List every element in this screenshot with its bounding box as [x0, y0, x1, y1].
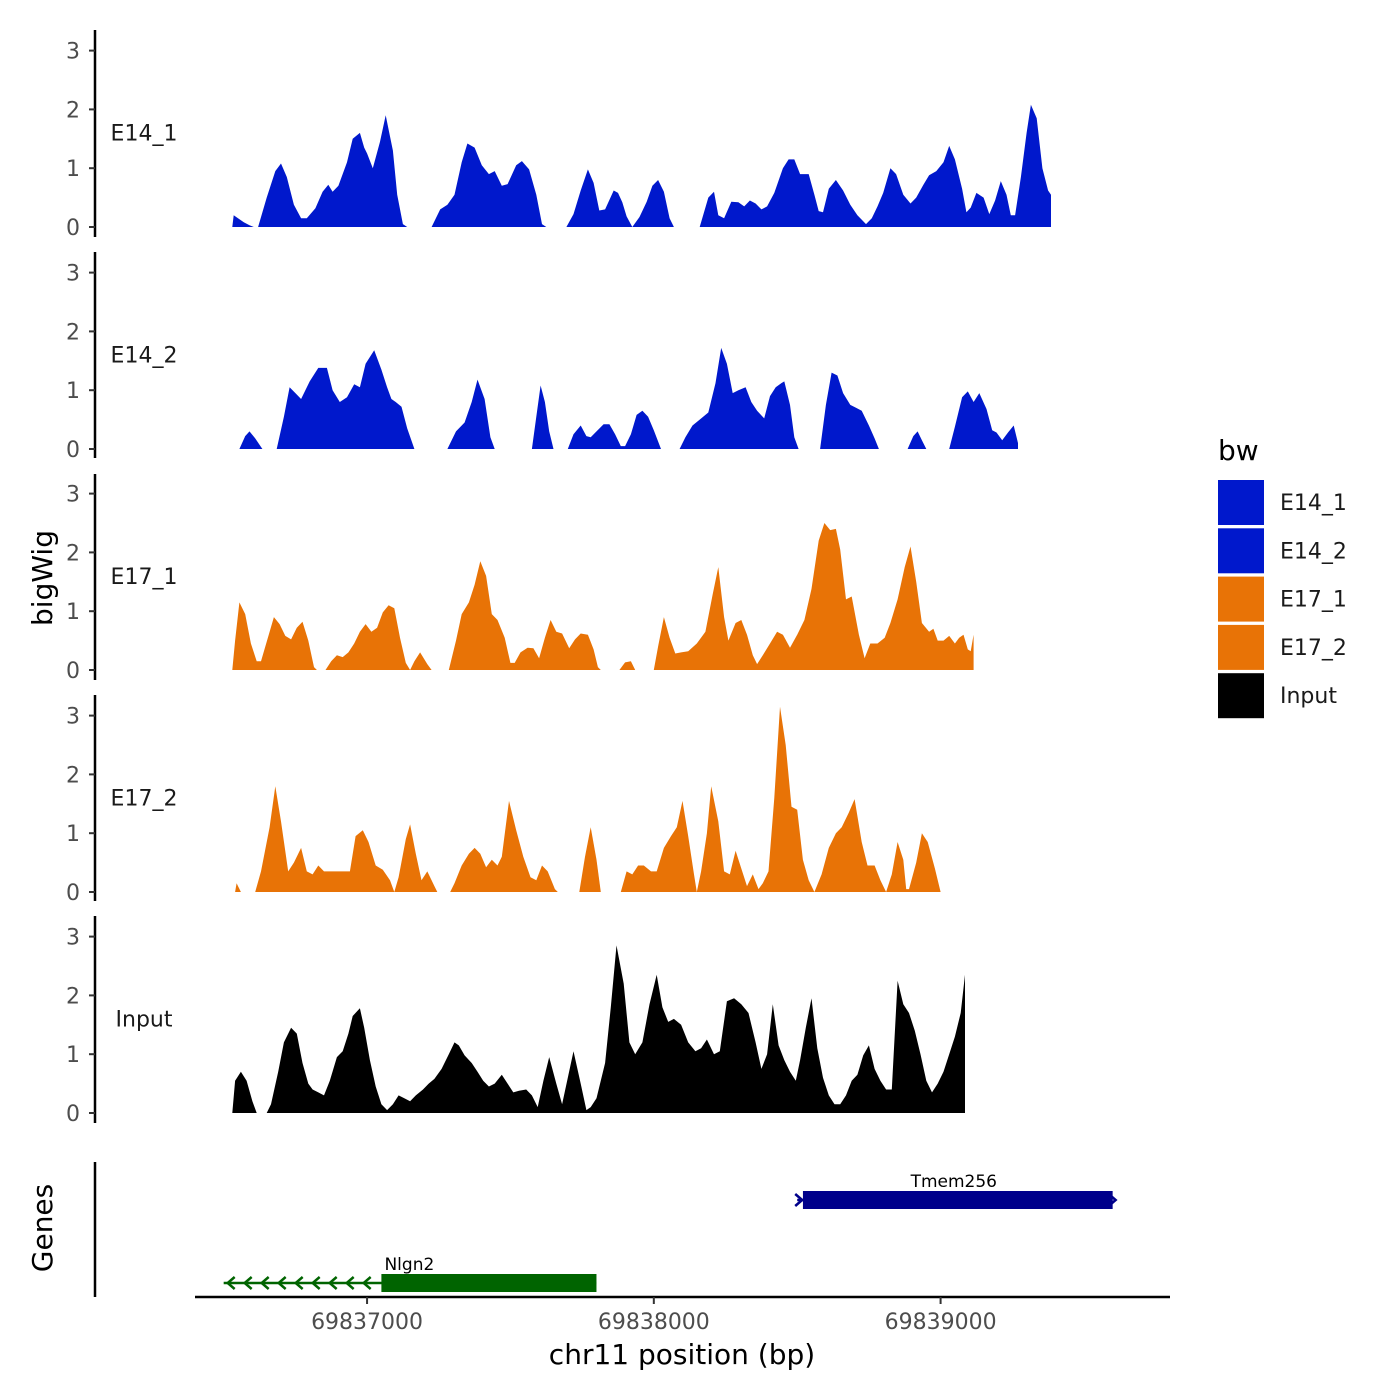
- track-e14-2: [239, 347, 1018, 449]
- legend-swatch-e17-1: [1218, 576, 1264, 622]
- legend-swatch-e14-1: [1218, 480, 1264, 525]
- signal-area-input-1: [232, 1071, 257, 1113]
- signal-area-e14-1-2: [431, 143, 547, 227]
- legend-swatch-e17-2: [1218, 624, 1264, 670]
- signal-area-e14-2-8: [907, 431, 927, 449]
- signal-area-input-2: [266, 945, 965, 1113]
- genes-axis-title: Genes: [26, 1184, 59, 1272]
- signal-area-e17-1-3: [448, 561, 601, 670]
- signal-area-e17-2-2: [255, 786, 438, 892]
- y-tick-label: 3: [66, 262, 80, 287]
- strand-arrow-icon: [259, 1276, 270, 1290]
- signal-area-e14-2-9: [949, 391, 1018, 449]
- track-label-e14-2: E14_2: [111, 344, 178, 369]
- legend-swatch-input: [1218, 673, 1264, 719]
- signal-area-e14-2-6: [679, 347, 799, 449]
- signal-area-e14-1-3: [566, 169, 674, 227]
- gene-exon-tmem256: [802, 1191, 1113, 1209]
- strand-arrow-icon: [310, 1276, 321, 1290]
- track-axes: 0 1 2 3 E14_1 0 1 2 3 E14_2 0 1 2 3 E17_1 0 1 2 3 E17_2 0 1 2 3…: [66, 30, 177, 1127]
- track-label-input: Input: [116, 1008, 173, 1033]
- signal-area-e17-2-5: [620, 706, 941, 892]
- track-input: [232, 945, 965, 1113]
- signal-area-e14-2-3: [447, 379, 495, 449]
- signal-area-e14-2-5: [567, 410, 661, 449]
- signal-area-e17-2-3: [450, 800, 558, 892]
- legend-label-e17-2: E17_2: [1280, 636, 1347, 661]
- strand-arrow-icon: [327, 1276, 338, 1290]
- strand-arrow-icon: [794, 1193, 805, 1207]
- track-label-e14-1: E14_1: [111, 122, 178, 147]
- y-tick-label: 0: [66, 438, 80, 463]
- y-tick-label: 1: [66, 1043, 80, 1068]
- y-tick-label: 2: [66, 763, 80, 788]
- y-tick-label: 0: [66, 216, 80, 241]
- y-tick-label: 2: [66, 98, 80, 123]
- y-axis-title: bigWig: [26, 530, 59, 626]
- signal-area-e14-1-4: [699, 104, 1051, 227]
- signal-area-e14-2-7: [820, 372, 879, 449]
- y-tick-label: 2: [66, 984, 80, 1009]
- y-tick-label: 1: [66, 822, 80, 847]
- legend-title: bw: [1218, 434, 1259, 467]
- x-axis-title: chr11 position (bp): [549, 1338, 815, 1371]
- track-e17-2: [235, 706, 941, 892]
- legend-label-e14-1: E14_1: [1280, 491, 1347, 516]
- signal-area-e17-1-1: [232, 602, 317, 670]
- y-tick-label: 1: [66, 379, 80, 404]
- track-e17-1: [232, 523, 974, 670]
- y-tick-label: 3: [66, 705, 80, 730]
- y-tick-label: 2: [66, 541, 80, 566]
- y-tick-label: 0: [66, 659, 80, 684]
- signal-area-e17-1-2: [325, 605, 432, 670]
- y-tick-label: 3: [66, 926, 80, 951]
- y-tick-label: 1: [66, 600, 80, 625]
- x-tick-label: 69839000: [885, 1310, 997, 1335]
- signal-area-e17-1-5: [653, 523, 974, 670]
- signal-area-e17-2-1: [235, 883, 241, 892]
- x-axis: 69837000 69838000 69839000: [195, 1295, 1170, 1335]
- gene-tmem256: Tmem256: [794, 1172, 1118, 1209]
- y-tick-label: 0: [66, 881, 80, 906]
- gene-exon-nlgn2: [381, 1274, 597, 1292]
- legend-label-e14-2: E14_2: [1280, 539, 1347, 564]
- y-tick-label: 1: [66, 157, 80, 182]
- strand-arrow-icon: [225, 1276, 236, 1290]
- legend-label-e17-1: E17_1: [1280, 588, 1347, 613]
- y-tick-label: 3: [66, 483, 80, 508]
- strand-arrow-icon: [276, 1276, 287, 1290]
- strand-arrow-icon: [344, 1276, 355, 1290]
- signal-area-e14-2-2: [276, 350, 415, 449]
- y-tick-label: 0: [66, 1102, 80, 1127]
- gene-label-nlgn2: Nlgn2: [384, 1255, 434, 1275]
- y-tick-label: 3: [66, 40, 80, 65]
- gene-label-tmem256: Tmem256: [910, 1172, 997, 1192]
- x-tick-label: 69838000: [598, 1310, 710, 1335]
- strand-arrow-icon: [361, 1276, 372, 1290]
- signal-area-e14-2-1: [239, 431, 263, 449]
- legend-swatch-e14-2: [1218, 528, 1264, 574]
- y-tick-label: 2: [66, 320, 80, 345]
- gene-annotation-track: Nlgn2 Tmem256: [93, 1162, 1118, 1297]
- legend: bw E14_1 E14_2 E17_1 E17_2 Input: [1218, 434, 1347, 719]
- signal-area-e14-2-4: [531, 385, 554, 449]
- track-e14-1: [232, 104, 1051, 227]
- strand-arrow-icon: [242, 1276, 253, 1290]
- signal-area-e14-1-1: [232, 115, 408, 227]
- signal-area-e17-1-4: [619, 661, 636, 670]
- track-label-e17-1: E17_1: [111, 565, 178, 590]
- gene-nlgn2: Nlgn2: [223, 1255, 597, 1292]
- x-tick-label: 69837000: [311, 1310, 423, 1335]
- signal-tracks: [232, 104, 1051, 1113]
- track-label-e17-2: E17_2: [111, 787, 178, 812]
- signal-area-e17-2-4: [579, 827, 601, 892]
- legend-label-input: Input: [1280, 684, 1337, 709]
- strand-arrow-icon: [293, 1276, 304, 1290]
